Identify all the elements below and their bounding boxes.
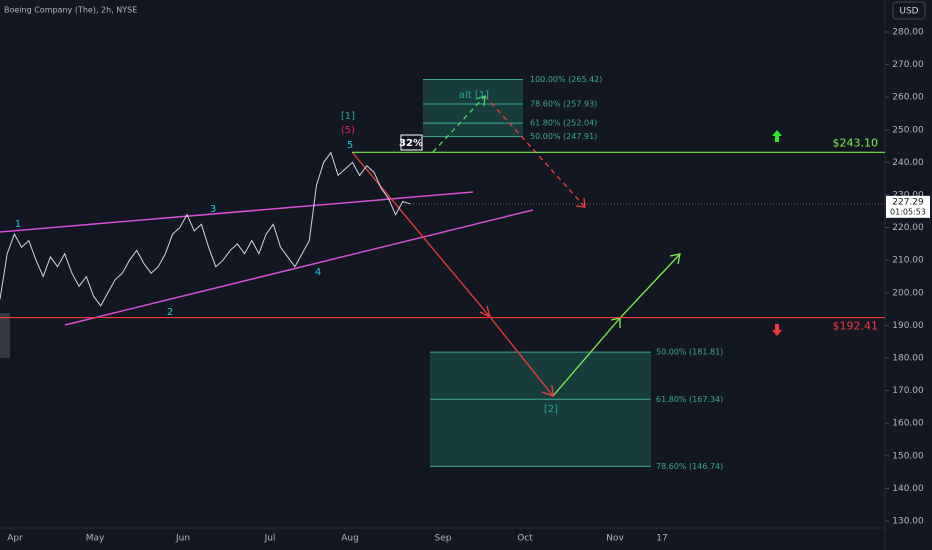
x-tick-label: Apr [7, 534, 23, 544]
y-tick-label: 150.00 [892, 451, 924, 461]
fib-label: 100.00% (265.42) [530, 75, 602, 84]
wave-label: [1] [341, 111, 355, 122]
last-price-tag [886, 195, 930, 218]
arrow-head [669, 253, 681, 265]
wave-label: (5) [341, 125, 355, 136]
y-tick-label: 180.00 [892, 354, 924, 364]
probability: 32% [399, 138, 423, 149]
x-tick-label: Oct [517, 534, 533, 544]
y-tick-label: 190.00 [892, 321, 924, 331]
wave-label: 3 [210, 204, 216, 215]
wave-label: 5 [347, 140, 353, 151]
x-tick-label: Sep [435, 534, 452, 544]
arrow-head [475, 95, 486, 107]
currency-button[interactable] [892, 1, 926, 20]
y-tick-label: 210.00 [892, 256, 924, 266]
y-tick-label: 280.00 [892, 28, 924, 38]
wave-label: 2 [167, 307, 173, 318]
trendline [64, 209, 534, 326]
y-tick-label: 250.00 [892, 125, 924, 135]
fib-label: 78.60% (257.93) [530, 99, 597, 108]
alt-arrow [484, 95, 586, 208]
y-tick-label: 160.00 [892, 419, 924, 429]
y-tick-label: 170.00 [892, 386, 924, 396]
x-tick-label: 17 [656, 534, 667, 544]
currency: USD [899, 7, 918, 17]
arrow-head [541, 384, 554, 397]
y-tick-label: 140.00 [892, 484, 924, 494]
countdown: 01:05:53 [890, 207, 926, 216]
fib-label: 61.80% (167.34) [656, 395, 723, 404]
level-label: $192.41 [833, 320, 879, 333]
y-tick-label: 270.00 [892, 60, 924, 70]
wave-label: 1 [15, 219, 21, 230]
down-icon [772, 324, 782, 336]
x-tick-label: Jul [264, 534, 276, 544]
probability-box [400, 134, 423, 151]
x-tick-label: May [86, 534, 105, 544]
wave-label: 4 [315, 267, 321, 278]
last-price: 227.29 [892, 197, 924, 207]
alt-arrow [432, 95, 486, 153]
level-label: $243.10 [833, 136, 879, 149]
price-line [0, 151, 411, 307]
fib-label: 61.80% (252.04) [530, 119, 597, 128]
fib-label: 78.60% (146.74) [656, 462, 723, 471]
x-tick-label: Aug [341, 534, 359, 544]
y-tick-label: 230.00 [892, 191, 924, 201]
up-icon [772, 130, 782, 142]
fib-label: 50.00% (181.81) [656, 348, 723, 357]
y-tick-label: 240.00 [892, 158, 924, 168]
fib-zone [430, 352, 651, 467]
x-tick-label: Jun [175, 534, 190, 544]
y-tick-label: 220.00 [892, 223, 924, 233]
wave-label: alt [1] [459, 90, 489, 101]
x-tick-label: Nov [606, 534, 624, 544]
y-tick-label: 260.00 [892, 93, 924, 103]
chart-title: Boeing Company (The), 2h, NYSE [4, 6, 137, 15]
arrow-head [575, 197, 586, 208]
range-marker [0, 313, 10, 358]
trendline [0, 191, 474, 233]
fib-zone [423, 79, 523, 137]
wave-label: [2] [544, 404, 558, 415]
y-tick-label: 130.00 [892, 517, 924, 527]
y-tick-label: 200.00 [892, 288, 924, 298]
fib-label: 50.00% (247.91) [530, 132, 597, 141]
